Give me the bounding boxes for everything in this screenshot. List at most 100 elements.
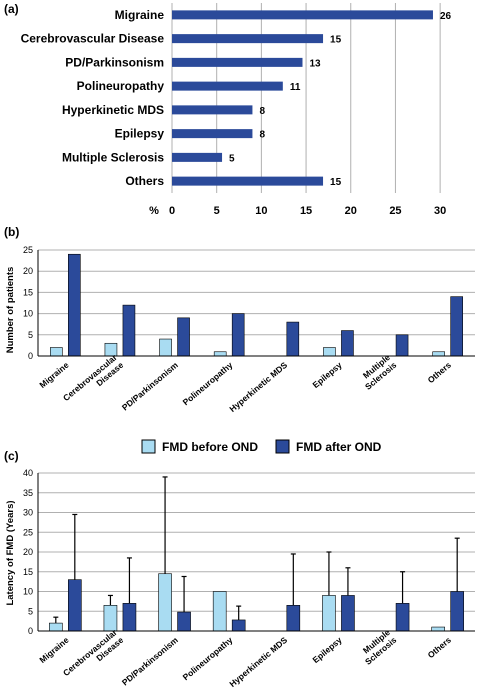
panel-b-y-tick-15: 15 xyxy=(23,287,33,297)
panel-c-bar-migraine-s2 xyxy=(68,579,82,632)
panel-c-bar-epilepsy-s2 xyxy=(341,595,355,632)
panel-c-grid xyxy=(38,472,475,632)
panel-b-grid xyxy=(38,249,475,357)
panel-a-value-migraine: 26 xyxy=(440,11,452,22)
panel-a-x-tick-25: 25 xyxy=(389,205,401,217)
panel-c-bars xyxy=(49,573,464,632)
panel-c-y-tick-20: 20 xyxy=(23,547,33,557)
panel-b-y-ticks: 0 5 10 15 20 25 xyxy=(23,245,33,361)
panel-b-bar-cerebrovascular-disease-s2 xyxy=(122,304,136,357)
panel-b-bar-pd-parkinsonism-s2 xyxy=(177,317,190,357)
panel-b-bar-polineuropathy-s1 xyxy=(213,351,227,357)
panel-c-label-migraine: Migraine xyxy=(37,635,70,665)
panel-c-y-tick-25: 25 xyxy=(23,527,33,537)
panel-c-y-tick-0: 0 xyxy=(28,626,33,636)
panel-a-label-cerebrovascular-disease: Cerebrovascular Disease xyxy=(21,32,165,46)
panel-b-letter: (b) xyxy=(4,225,19,239)
panel-b-bar-migraine-s1 xyxy=(50,347,63,357)
panel-b-y-tick-10: 10 xyxy=(23,309,33,319)
panel-b-bar-migraine-s2 xyxy=(68,253,81,357)
panel-b-label-pd-parkinsonism: PD/Parkinsonism xyxy=(120,360,180,413)
panel-a-value-cerebrovascular-disease: 15 xyxy=(330,35,342,46)
panel-c-label-pd-parkinsonism: PD/Parkinsonism xyxy=(120,635,180,688)
panel-a-letter: (a) xyxy=(4,2,19,16)
panel-c-y-tick-15: 15 xyxy=(23,567,33,577)
panel-b-category-labels: MigraineCerebrovascularDiseasePD/Parkins… xyxy=(37,352,453,414)
panel-b-bar-chart: (b) 0 5 10 15 20 25 MigraineCerebrovascularDi… xyxy=(4,225,475,414)
panel-c-label-polineuropathy: Polineuropathy xyxy=(181,635,235,683)
panel-a-x-tick-5: 5 xyxy=(214,205,220,217)
panel-a-value-multiple-sclerosis: 5 xyxy=(229,153,235,164)
panel-b-y-axis-title: Number of patients xyxy=(5,267,16,354)
panel-a-label-others: Others xyxy=(125,174,164,188)
panel-a-bar-chart: (a) Migraine Cerebrovascular Disease PD/Pa… xyxy=(4,2,452,217)
panel-a-value-labels: 26 15 13 11 8 8 5 15 xyxy=(229,11,451,188)
panel-b-label-hyperkinetic-mds: Hyperkinetic MDS xyxy=(227,360,289,414)
panel-b-bar-polineuropathy-s2 xyxy=(231,313,245,357)
panel-c-label-multiple-sclerosis: MultipleSclerosis xyxy=(357,627,399,667)
panel-c-label-hyperkinetic-mds: Hyperkinetic MDS xyxy=(227,635,289,689)
panel-c-y-tick-10: 10 xyxy=(23,587,33,597)
panel-c-bar-pd-parkinsonism-s2 xyxy=(177,611,191,632)
panel-c-axes xyxy=(37,473,475,632)
panel-a-grid xyxy=(171,3,441,193)
legend-swatch-before xyxy=(141,439,156,454)
panel-a-label-migraine: Migraine xyxy=(115,8,165,22)
panel-a-label-epilepsy: Epilepsy xyxy=(115,127,165,141)
panel-b-bar-others-s1 xyxy=(432,351,445,357)
panel-c-label-others: Others xyxy=(426,635,454,660)
legend-label-after: FMD after OND xyxy=(296,440,382,454)
panel-c-bar-cerebrovascular-disease-s1 xyxy=(103,605,118,632)
panel-a-x-tick-30: 30 xyxy=(434,205,446,217)
panel-c-bar-pd-parkinsonism-s1 xyxy=(158,573,172,632)
panel-c-y-axis-title: Latency of FMD (Years) xyxy=(5,500,16,605)
panel-b-label-polineuropathy: Polineuropathy xyxy=(181,360,235,408)
panel-c-bar-epilepsy-s1 xyxy=(322,595,336,632)
panel-b-bar-pd-parkinsonism-s1 xyxy=(159,338,172,357)
panel-c-category-labels: MigraineCerebrovascularDiseasePD/Parkins… xyxy=(37,627,453,689)
panel-c-y-tick-30: 30 xyxy=(23,508,33,518)
panel-b-y-tick-20: 20 xyxy=(23,266,33,276)
panel-a-value-hyperkinetic-mds: 8 xyxy=(259,106,265,117)
panel-c-bar-others-s1 xyxy=(431,626,445,632)
panel-c-y-tick-35: 35 xyxy=(23,488,33,498)
panel-b-y-tick-25: 25 xyxy=(23,245,33,255)
panel-a-x-tick-20: 20 xyxy=(345,205,357,217)
panel-b-label-cerebrovascular-disease: CerebrovascularDisease xyxy=(61,352,126,411)
panel-b-label-multiple-sclerosis: MultipleSclerosis xyxy=(357,352,399,392)
panel-c-bar-migraine-s1 xyxy=(49,622,63,632)
panel-a-value-epilepsy: 8 xyxy=(259,130,265,141)
panel-a-bar-epilepsy xyxy=(172,129,253,139)
panel-b-y-tick-5: 5 xyxy=(28,330,33,340)
panel-b-label-epilepsy: Epilepsy xyxy=(311,360,344,390)
panel-a-x-ticks: 0 5 10 15 20 25 30 xyxy=(169,205,446,217)
panel-a-x-tick-0: 0 xyxy=(169,205,175,217)
panel-c-y-ticks: 0 5 10 15 20 25 30 35 40 xyxy=(23,468,33,636)
panel-b-axes xyxy=(37,250,475,357)
panel-a-bar-cerebrovascular-disease xyxy=(172,34,324,44)
panel-c-letter: (c) xyxy=(4,449,19,463)
panel-c-label-epilepsy: Epilepsy xyxy=(311,635,344,665)
panel-c-bar-polineuropathy-s1 xyxy=(212,591,227,632)
panel-a-value-others: 15 xyxy=(330,177,342,188)
legend-swatch-after xyxy=(275,439,290,454)
panel-b-bar-hyperkinetic-mds-s2 xyxy=(286,321,300,357)
panel-c-label-cerebrovascular-disease: CerebrovascularDisease xyxy=(61,627,126,686)
panel-c-bar-chart: (c) FMD before OND FMD after OND 0 5 10 15 2… xyxy=(4,439,475,689)
panel-c-error-bars xyxy=(53,476,460,624)
panel-a-bar-multiple-sclerosis xyxy=(172,152,223,162)
panel-c-bar-hyperkinetic-mds-s2 xyxy=(286,605,301,632)
panel-a-label-multiple-sclerosis: Multiple Sclerosis xyxy=(62,150,164,164)
panel-c-bar-others-s2 xyxy=(450,591,464,632)
panel-a-category-labels: Migraine Cerebrovascular Disease PD/Parkin… xyxy=(21,8,165,188)
panel-b-label-others: Others xyxy=(426,360,454,385)
panel-a-label-hyperkinetic-mds: Hyperkinetic MDS xyxy=(62,103,164,117)
legend-label-before: FMD before OND xyxy=(162,440,258,454)
panel-b-bar-others-s2 xyxy=(450,296,463,357)
panel-a-x-axis-title: % xyxy=(149,205,159,217)
panel-a-bar-pd-parkinsonism xyxy=(172,57,303,67)
panel-a-bar-migraine xyxy=(172,10,433,20)
panel-a-bar-others xyxy=(172,176,324,186)
panel-a-bar-hyperkinetic-mds xyxy=(172,105,253,115)
